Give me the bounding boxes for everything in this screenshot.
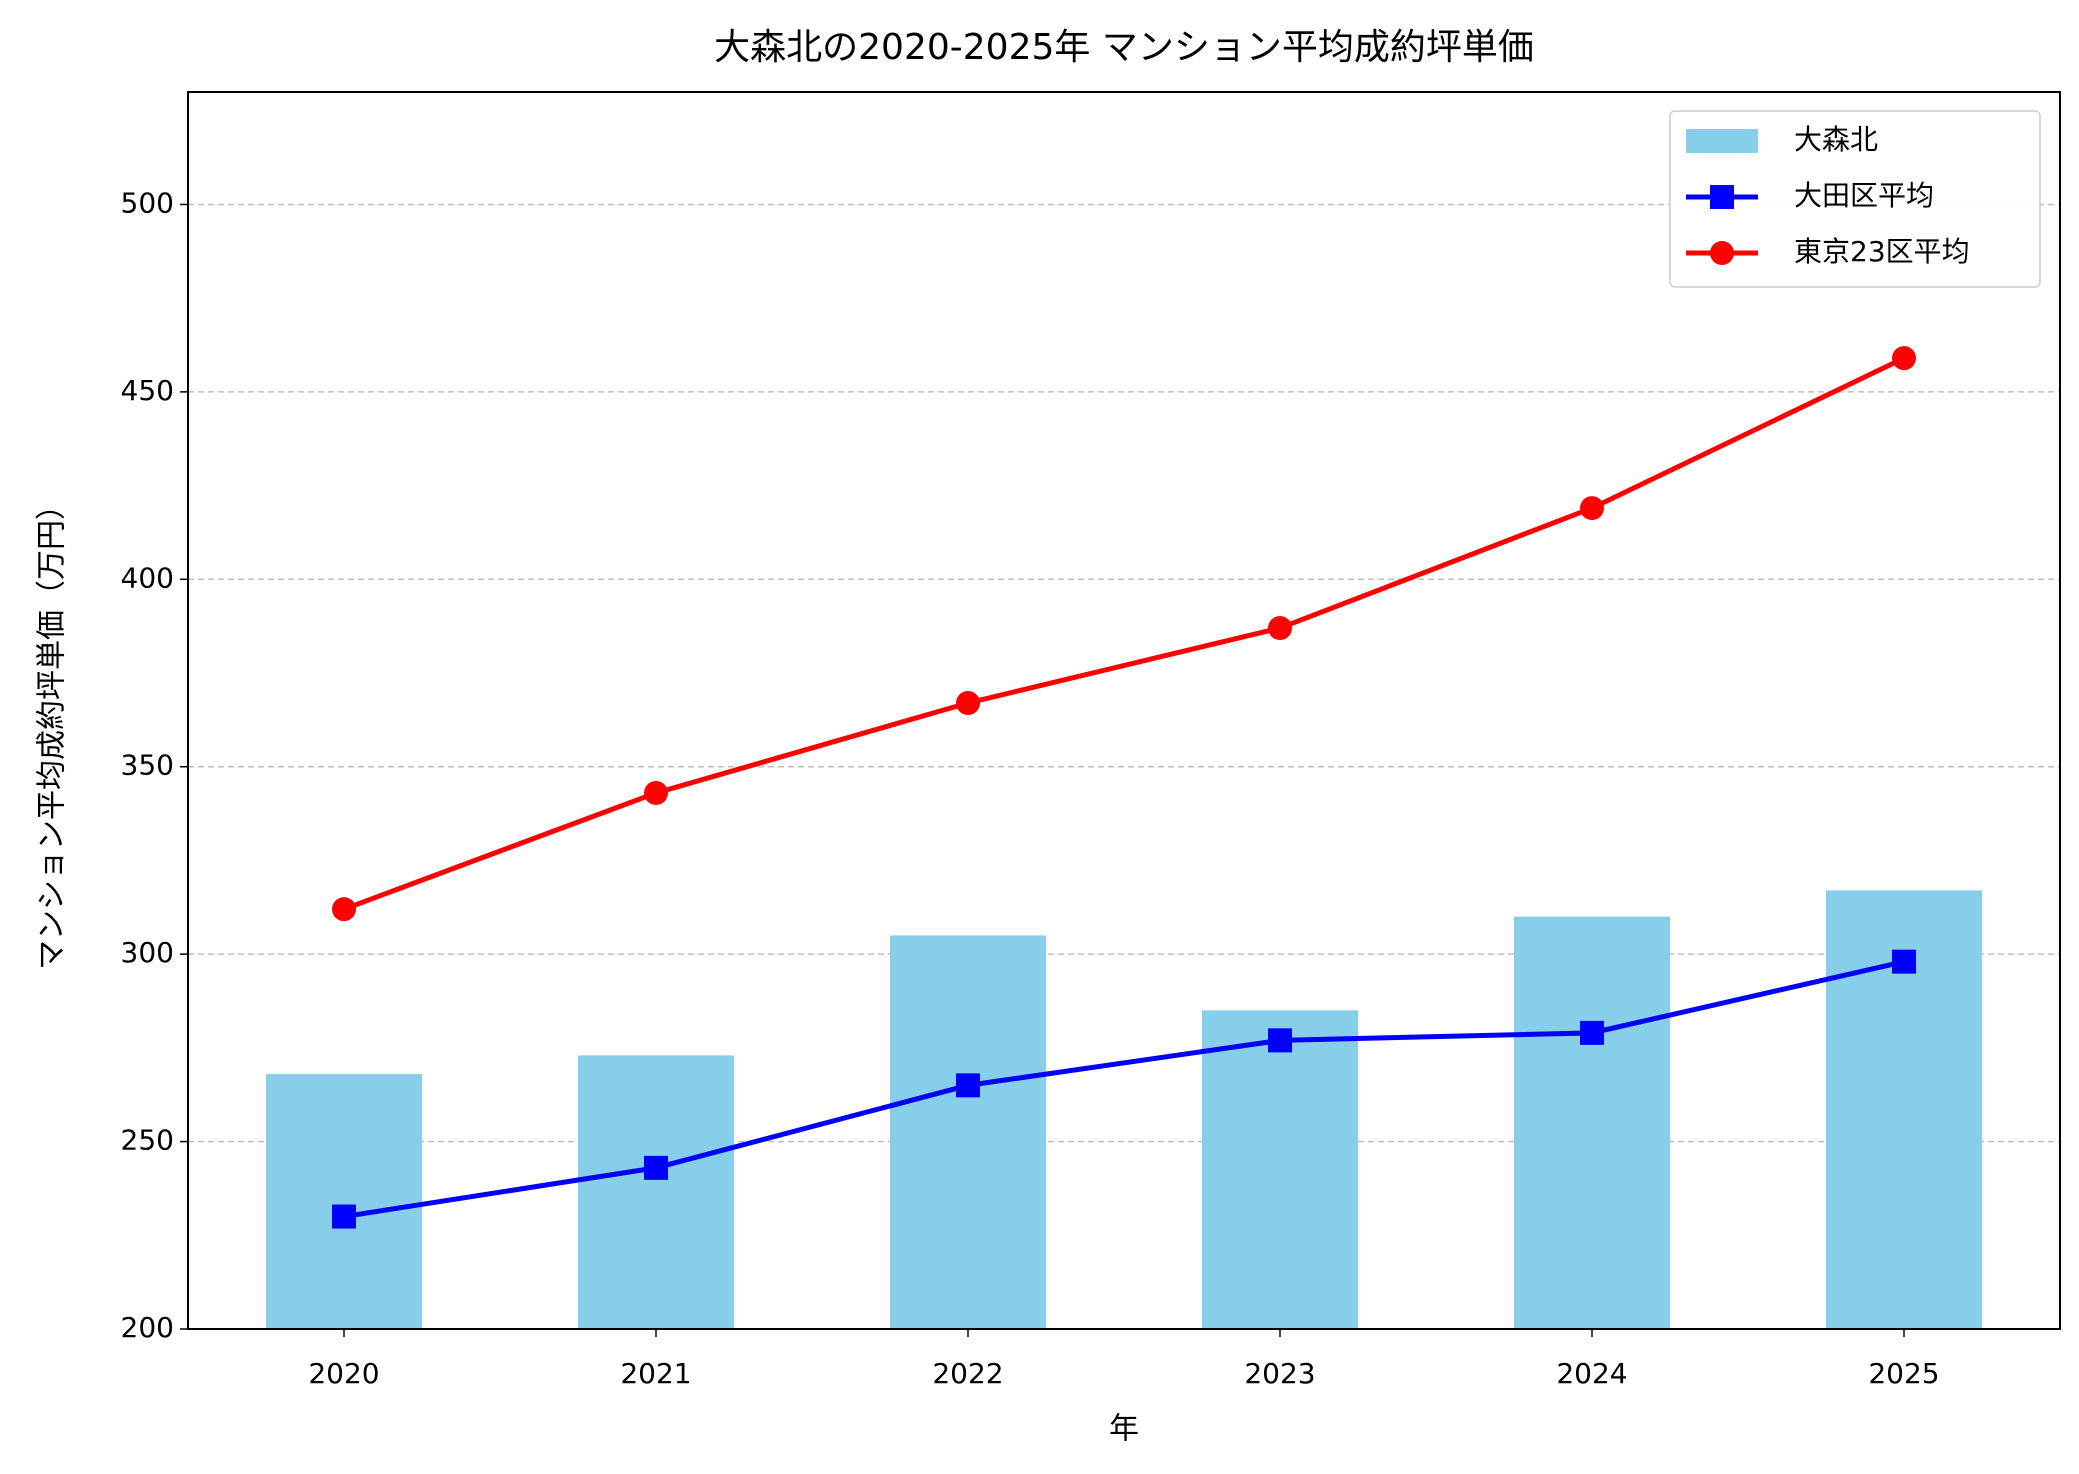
y-tick-label: 300 bbox=[121, 936, 174, 969]
x-tick-label: 2021 bbox=[620, 1357, 691, 1390]
x-tick-label: 2022 bbox=[932, 1357, 1003, 1390]
marker bbox=[1580, 1020, 1604, 1045]
bar bbox=[1202, 1010, 1358, 1329]
marker bbox=[1268, 1028, 1292, 1053]
marker bbox=[956, 691, 980, 716]
plot-frame bbox=[187, 91, 2061, 1330]
marker bbox=[332, 897, 356, 922]
bar bbox=[890, 935, 1046, 1329]
bar bbox=[1514, 916, 1670, 1329]
y-tick-label: 450 bbox=[121, 374, 174, 407]
marker bbox=[1892, 346, 1916, 371]
line bbox=[343, 355, 1906, 912]
y-axis-label: マンション平均成約坪単価（万円） bbox=[35, 490, 70, 970]
marker bbox=[1580, 496, 1604, 521]
y-tick-label: 400 bbox=[121, 561, 174, 594]
x-tick-label: 2025 bbox=[1868, 1357, 1939, 1390]
legend-marker bbox=[1710, 241, 1734, 265]
legend-label: 大森北 bbox=[1794, 123, 1878, 156]
y-tick-label: 500 bbox=[121, 186, 174, 219]
x-tick-label: 2024 bbox=[1556, 1357, 1627, 1390]
x-axis-label: 年 bbox=[1109, 1412, 1139, 1447]
bar bbox=[578, 1055, 734, 1329]
legend-box bbox=[1669, 110, 2041, 288]
marker bbox=[1892, 949, 1916, 974]
chart-title: 大森北の2020-2025年 マンション平均成約坪単価 bbox=[714, 27, 1534, 68]
legend-swatch bbox=[1686, 129, 1758, 153]
line bbox=[343, 959, 1905, 1220]
legend-marker bbox=[1710, 185, 1734, 209]
bar bbox=[266, 1074, 422, 1329]
y-tick-label: 250 bbox=[121, 1124, 174, 1157]
marker bbox=[332, 1204, 356, 1229]
x-tick-label: 2020 bbox=[308, 1357, 379, 1390]
marker bbox=[644, 780, 668, 805]
y-tick-label: 200 bbox=[121, 1311, 174, 1344]
marker bbox=[956, 1073, 980, 1098]
y-tick-label: 350 bbox=[121, 749, 174, 782]
legend-label: 大田区平均 bbox=[1794, 179, 1934, 212]
legend-label: 東京23区平均 bbox=[1794, 235, 1970, 268]
marker bbox=[644, 1155, 668, 1180]
x-tick-label: 2023 bbox=[1244, 1357, 1315, 1390]
marker bbox=[1268, 616, 1292, 641]
